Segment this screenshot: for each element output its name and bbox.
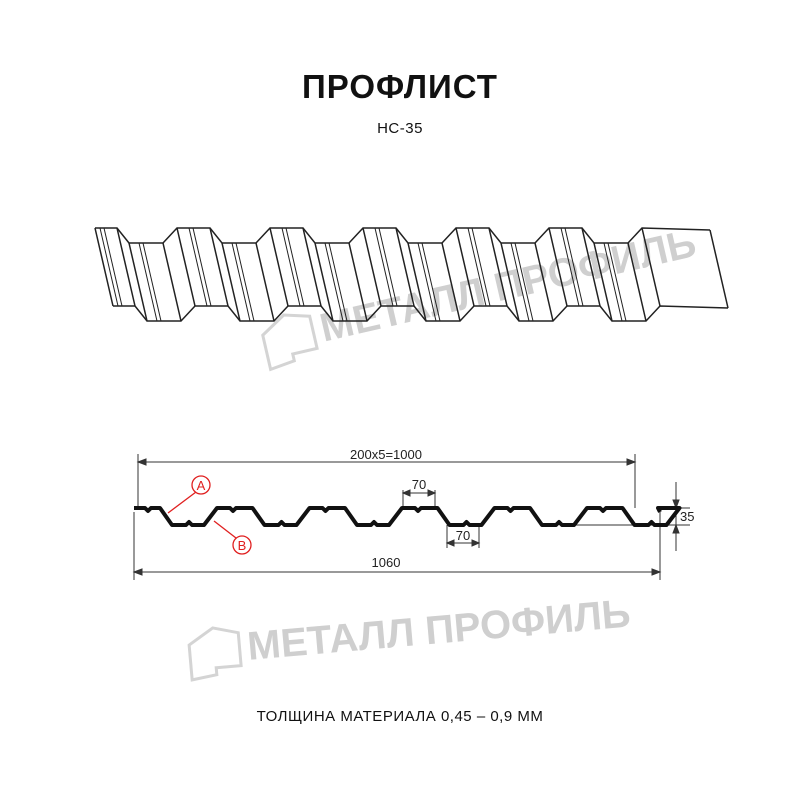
sheet-rib-line	[235, 242, 255, 322]
sheet-fold-line	[534, 242, 554, 322]
sheet-fold-line	[548, 227, 568, 307]
sheet-rib-line	[103, 227, 123, 307]
sheet-fold-line	[395, 227, 415, 307]
sheet-fold-line	[314, 242, 334, 322]
sheet-bottom-edge	[113, 305, 729, 322]
callout-b-label: B	[238, 538, 247, 553]
sheet-rib-line	[188, 227, 208, 307]
sheet-rib-line	[374, 227, 394, 307]
sheet-fold-line	[255, 242, 275, 322]
dim-trough-width: 70	[456, 528, 470, 543]
sheet-fold-line	[302, 227, 322, 307]
callout-a	[167, 475, 211, 514]
sheet-fold-line	[269, 227, 289, 307]
sheet-rib-line	[281, 227, 301, 307]
sheet-rib-line	[417, 242, 437, 322]
sheet-rib-line	[324, 242, 344, 322]
sheet-rib-line	[285, 227, 305, 307]
sheet-fold-line	[593, 242, 613, 322]
sheet-rib-line	[192, 227, 212, 307]
sheet-rib-line	[607, 242, 627, 322]
sheet-rib-line	[328, 242, 348, 322]
dim-crest-width: 70	[412, 477, 426, 492]
sheet-fold-line	[348, 242, 368, 322]
svg-text:МЕТАЛЛ ПРОФИЛЬ: МЕТАЛЛ ПРОФИЛЬ	[316, 221, 700, 350]
sheet-rib-line	[564, 227, 584, 307]
callout-a-label: A	[197, 478, 206, 493]
sheet-rib-line	[421, 242, 441, 322]
isometric-sheet	[94, 227, 729, 322]
svg-text:МЕТАЛЛ ПРОФИЛЬ: МЕТАЛЛ ПРОФИЛЬ	[246, 592, 633, 669]
sheet-fold-line	[500, 242, 520, 322]
sheet-rib-line	[471, 227, 491, 307]
sheet-rib-line	[603, 242, 623, 322]
material-thickness: ТОЛЩИНА МАТЕРИАЛА 0,45 – 0,9 ММ	[256, 708, 544, 725]
sheet-fold-line	[441, 242, 461, 322]
dimension-lines	[132, 454, 690, 580]
sheet-rib-line	[510, 242, 530, 322]
dim-height: 35	[680, 509, 694, 524]
callout-b	[213, 520, 252, 555]
sheet-rib-line	[231, 242, 251, 322]
sheet-rib-line	[467, 227, 487, 307]
dim-pitch-total: 200x5=1000	[350, 447, 422, 462]
sheet-rib-line	[138, 242, 158, 322]
sheet-fold-line	[627, 242, 647, 322]
sheet-rib-line	[514, 242, 534, 322]
sheet-fold-line	[221, 242, 241, 322]
watermark-bottom: МЕТАЛЛ ПРОФИЛЬ	[187, 592, 633, 682]
dim-total-width: 1060	[372, 555, 401, 570]
sheet-rib-line	[99, 227, 119, 307]
sheet-fold-line	[362, 227, 382, 307]
sheet-fold-line	[162, 242, 182, 322]
sheet-fold-line	[709, 229, 729, 309]
sheet-fold-line	[641, 227, 661, 307]
sheet-fold-line	[209, 227, 229, 307]
page-subtitle: НС-35	[377, 120, 423, 137]
sheet-rib-line	[378, 227, 398, 307]
sheet-fold-line	[116, 227, 136, 307]
sheet-fold-line	[407, 242, 427, 322]
sheet-fold-line	[94, 227, 114, 307]
sheet-rib-line	[560, 227, 580, 307]
sheet-rib-line	[142, 242, 162, 322]
sheet-fold-line	[128, 242, 148, 322]
profile-section	[134, 506, 682, 527]
sheet-fold-line	[176, 227, 196, 307]
sheet-fold-line	[488, 227, 508, 307]
sheet-fold-line	[455, 227, 475, 307]
sheet-fold-line	[581, 227, 601, 307]
page-title: ПРОФЛИСТ	[302, 68, 498, 105]
